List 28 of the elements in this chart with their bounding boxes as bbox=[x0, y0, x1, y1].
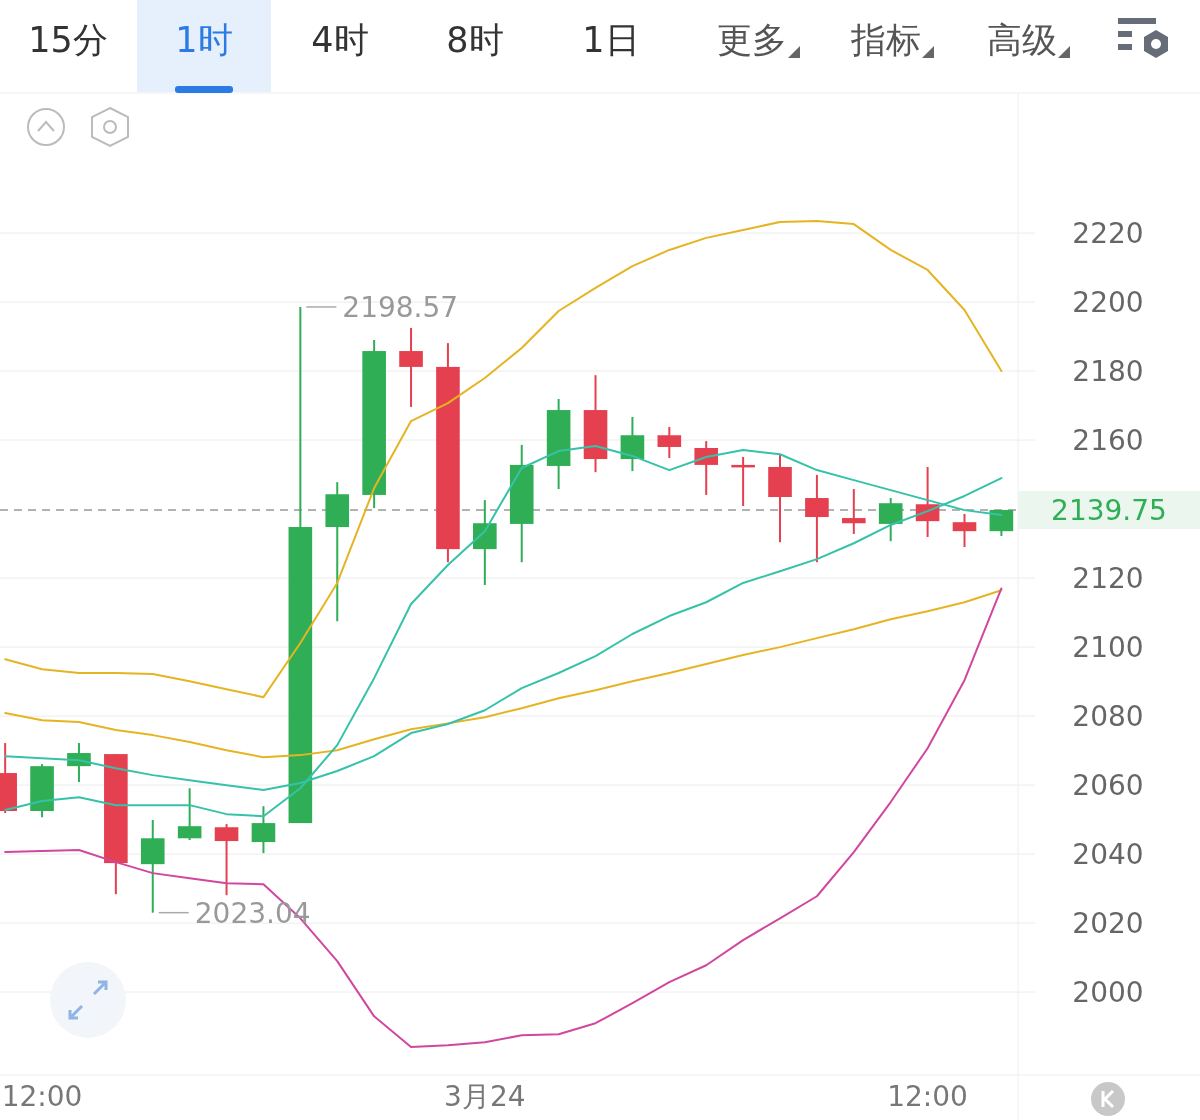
y-tick-label: 2160 bbox=[1072, 424, 1144, 458]
y-tick-label: 2180 bbox=[1072, 355, 1144, 389]
y-tick-label: 2100 bbox=[1072, 631, 1144, 665]
x-tick-label: 3月24 bbox=[444, 1080, 526, 1113]
text: 更多 bbox=[717, 20, 787, 60]
y-tick-label: 2040 bbox=[1072, 838, 1144, 872]
line-series bbox=[4, 219, 1003, 699]
y-tick-label: 2220 bbox=[1072, 217, 1144, 251]
line-series bbox=[4, 587, 1003, 1049]
text: 1时 bbox=[175, 20, 233, 60]
y-tick-label: 2020 bbox=[1072, 907, 1144, 941]
text: 15分 bbox=[28, 20, 108, 60]
text: 指标 bbox=[850, 20, 921, 60]
y-tick-label: 2060 bbox=[1072, 769, 1144, 803]
ref-label: 2139.75 bbox=[1018, 490, 1200, 529]
x-tick-label: 12:00 bbox=[887, 1080, 968, 1113]
y-tick-label: 2200 bbox=[1072, 286, 1144, 320]
annotation: 2198.57 bbox=[342, 290, 459, 324]
annotation: 2198.57 bbox=[305, 291, 459, 324]
y-tick-label: 2120 bbox=[1072, 562, 1144, 596]
text: 4时 bbox=[311, 20, 369, 60]
x-tick-label: 12:00 bbox=[1, 1080, 83, 1113]
y-tick-label: 2080 bbox=[1072, 700, 1144, 734]
ref-line-label: 2139.75 bbox=[1051, 493, 1167, 527]
text: 8时 bbox=[446, 20, 504, 60]
text: 1日 bbox=[582, 20, 640, 60]
text: 高级 bbox=[987, 20, 1057, 60]
y-tick-label: 2000 bbox=[1072, 976, 1144, 1010]
